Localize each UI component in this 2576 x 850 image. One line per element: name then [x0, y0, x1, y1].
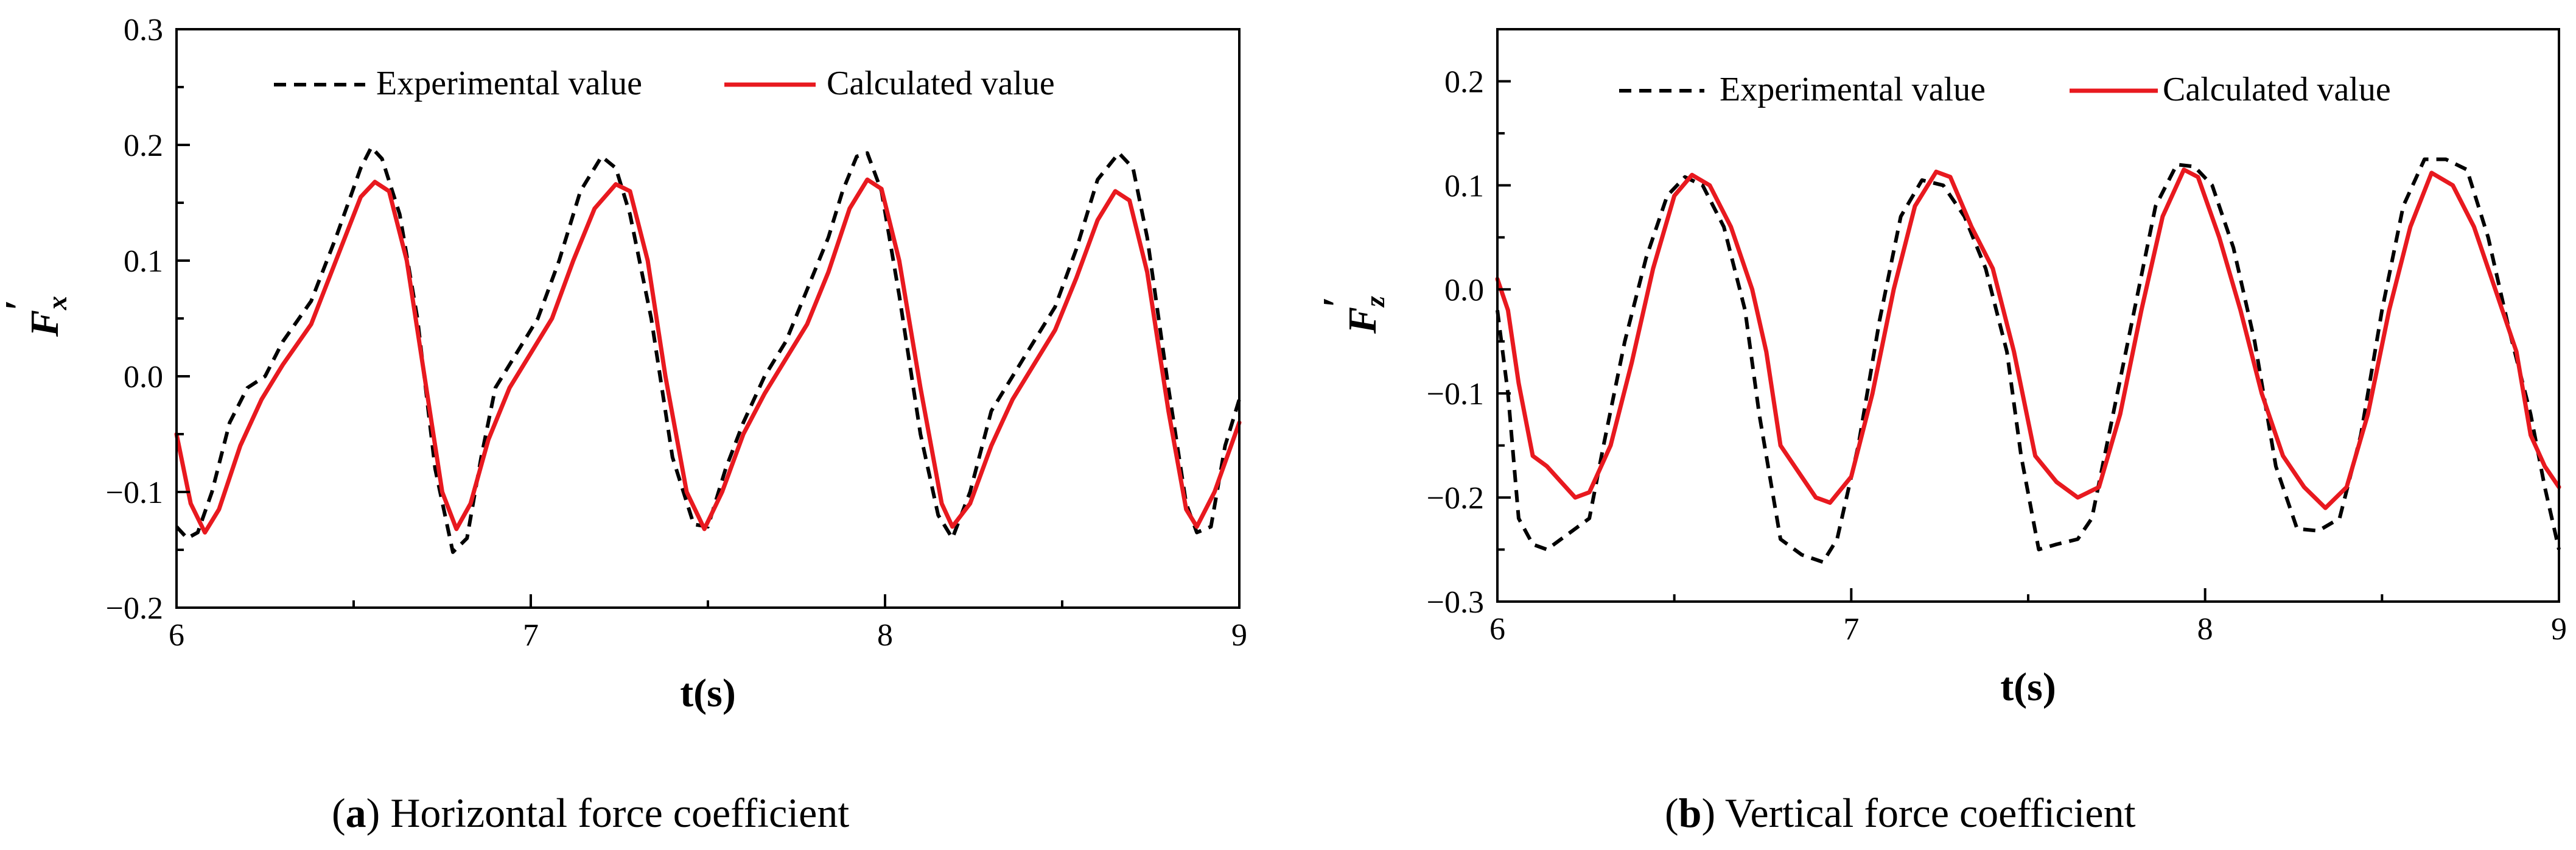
panel-a-x-tick-label: 9	[1231, 618, 1247, 653]
panel-a-y-tick-label: −0.2	[106, 591, 163, 626]
svg-text:Fz: Fz	[1340, 296, 1390, 334]
panel-b-series-calculated-line	[1495, 167, 2561, 510]
panel-a-x-tick-label: 8	[877, 618, 893, 653]
panel-a-y-tick-label: 0.1	[124, 244, 163, 279]
panel-a-y-axis-main: F	[23, 310, 67, 337]
panel-a-y-tick-label: 0.0	[124, 360, 163, 395]
panel-a-legend-calculated-label: Calculated value	[827, 65, 1055, 102]
panel-a-y-tick-label: −0.1	[106, 476, 163, 510]
panel-b-caption-letter: b	[1679, 790, 1702, 836]
panel-b-x-tick-label: 9	[2551, 612, 2567, 647]
panel-a-legend: Experimental value Calculated value	[274, 65, 1055, 102]
panel-b-y-axis-main: F	[1340, 307, 1385, 334]
panel-b-x-tick-label: 7	[1843, 612, 1859, 647]
panel-b-legend-experimental-label: Experimental value	[1720, 71, 1986, 108]
panel-b-x-axis-title: t(s)	[2000, 665, 2056, 709]
panel-a-x-axis-title: t(s)	[680, 671, 736, 715]
panel-a-series-experimental-line	[175, 145, 1241, 554]
panel-b-series-experimental-line	[1496, 157, 2561, 564]
panel-b-x-tick-label: 6	[1489, 612, 1505, 647]
panel-a-x-tick-label: 7	[523, 618, 539, 653]
panel-b-x-tick-label: 8	[2197, 612, 2213, 647]
panel-a-x-tick-label: 6	[169, 618, 184, 653]
panel-a-y-tick-label: 0.2	[124, 128, 163, 163]
panel-a-y-axis-title: Fx ′	[0, 296, 72, 337]
panel-b-caption: (b) Vertical force coefficient	[1665, 790, 2136, 836]
panel-b-y-tick-label: 0.0	[1444, 273, 1484, 307]
panel-a-axes: 6 7 8 9 −0.2 −0.1 0.0 0.1 0.2 0.3	[106, 13, 1247, 653]
panel-b-y-axis-sub: z	[1359, 296, 1390, 308]
panel-b-plot-area	[1495, 157, 2561, 564]
panel-b-legend-calculated-label: Calculated value	[2163, 71, 2391, 108]
panel-b-legend: Experimental value Calculated value	[1619, 71, 2391, 108]
panel-b-caption-text: Vertical force coefficient	[1725, 790, 2136, 836]
panel-b-frame	[1496, 28, 2560, 603]
panel-a-caption-letter: a	[346, 790, 366, 836]
panel-a-chart: 6 7 8 9 −0.2 −0.1 0.0 0.1 0.2 0.3 Experimental va…	[0, 13, 1247, 836]
panel-a-plot-area	[174, 145, 1242, 554]
panel-b-y-axis-title: Fz ′	[1315, 296, 1390, 334]
panel-a-series-calculated-line	[174, 177, 1242, 535]
panel-a-y-axis-prime: ′	[0, 300, 41, 311]
panel-b-y-axis-prime: ′	[1315, 297, 1359, 308]
panel-b-y-tick-label: −0.2	[1427, 481, 1484, 516]
panel-a-caption: (a) Horizontal force coefficient	[332, 790, 849, 836]
panel-b-y-tick-label: 0.2	[1444, 65, 1484, 99]
panel-b-axes: 6 7 8 9 −0.3 −0.2 −0.1 0.0 0.1 0.2	[1427, 28, 2567, 647]
panel-a-y-axis-sub: x	[41, 296, 72, 311]
svg-text:Fx: Fx	[23, 296, 72, 337]
panel-a-legend-experimental-label: Experimental value	[376, 65, 642, 102]
panel-b-y-tick-label: −0.1	[1427, 377, 1484, 412]
panel-b-y-tick-label: −0.3	[1427, 585, 1484, 620]
panel-b-chart: 6 7 8 9 −0.3 −0.2 −0.1 0.0 0.1 0.2 Experimental v…	[1315, 28, 2567, 836]
panel-b-y-tick-label: 0.1	[1444, 169, 1484, 203]
panel-a-y-tick-label: 0.3	[124, 13, 163, 47]
panel-a-caption-text: Horizontal force coefficient	[390, 790, 849, 836]
